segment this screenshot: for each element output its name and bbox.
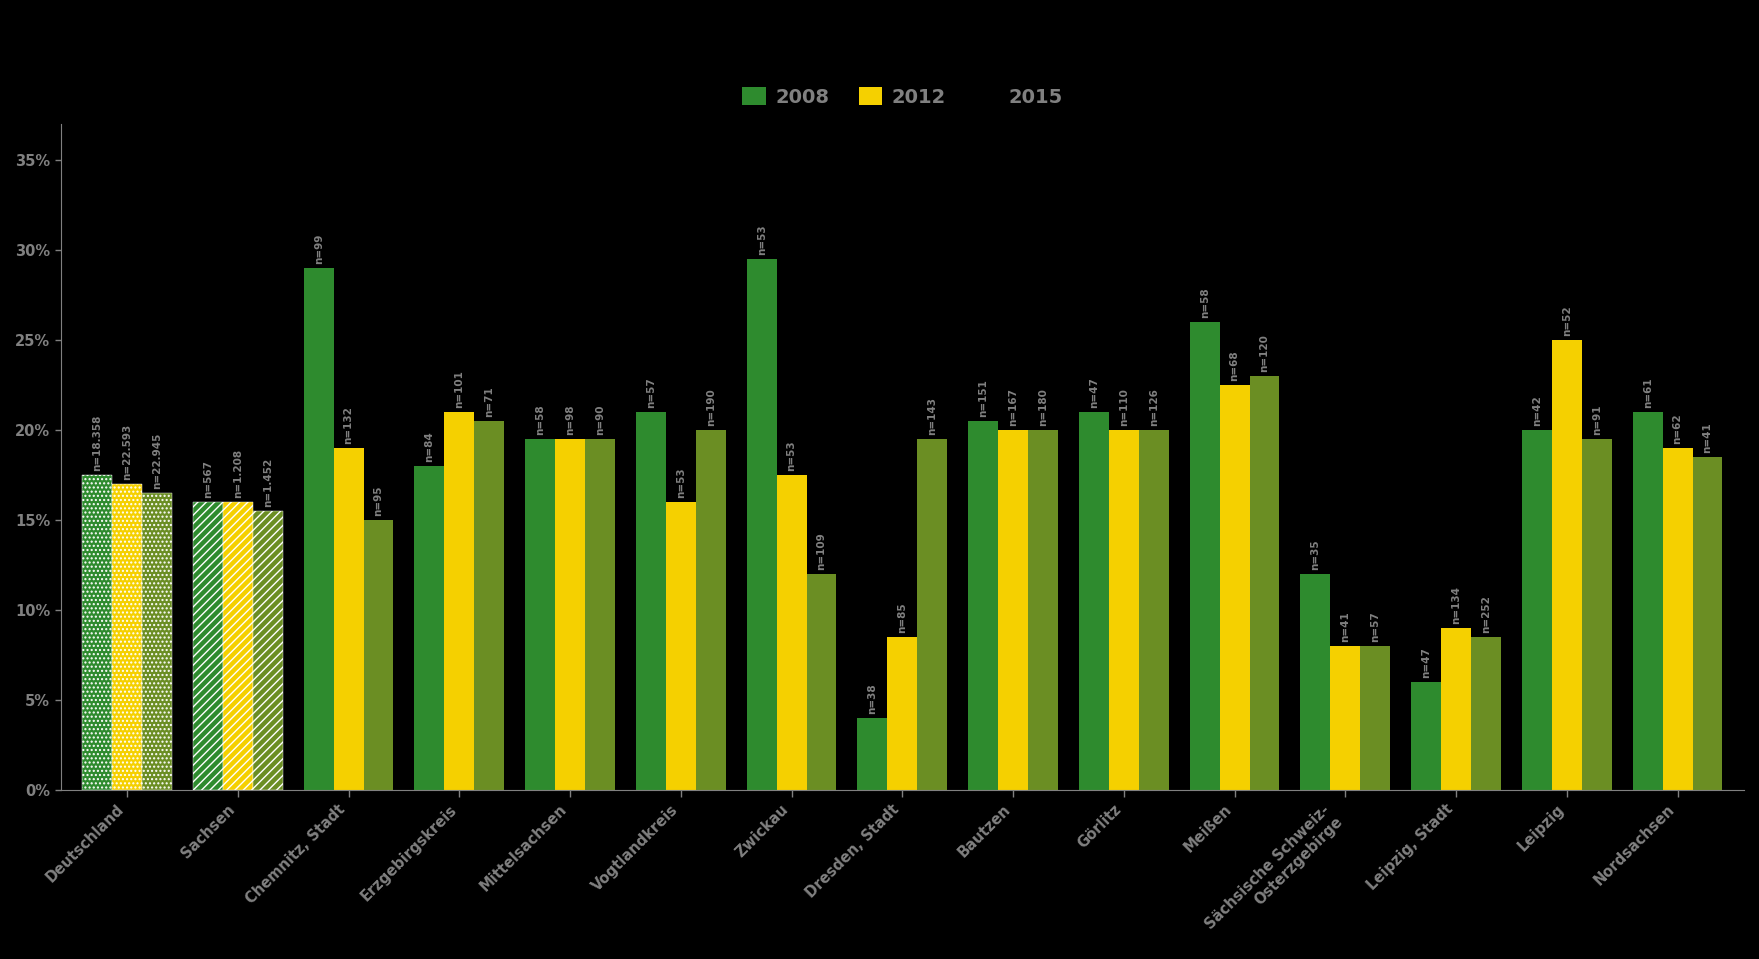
Text: n=167: n=167 [1008, 388, 1018, 427]
Text: n=18.358: n=18.358 [91, 415, 102, 472]
Text: n=53: n=53 [675, 468, 686, 499]
Text: n=126: n=126 [1149, 388, 1159, 427]
Bar [1078, 412, 1108, 790]
Text: n=41: n=41 [1340, 612, 1351, 643]
Text: n=95: n=95 [373, 486, 383, 516]
Bar [415, 466, 445, 790]
Text: n=567: n=567 [202, 460, 213, 499]
Text: n=61: n=61 [1643, 378, 1653, 409]
Bar [1108, 430, 1138, 790]
Bar [253, 511, 283, 790]
Bar [223, 502, 253, 790]
Bar [364, 520, 394, 790]
Text: n=101: n=101 [454, 370, 464, 409]
Text: n=57: n=57 [646, 378, 656, 409]
Text: n=1.208: n=1.208 [232, 449, 243, 499]
Text: n=47: n=47 [1421, 647, 1432, 678]
Bar [1551, 340, 1581, 790]
Bar [556, 439, 586, 790]
Text: n=190: n=190 [705, 388, 716, 427]
Text: n=99: n=99 [313, 234, 324, 265]
Bar [1300, 573, 1330, 790]
Bar [1360, 646, 1390, 790]
Bar [916, 439, 946, 790]
Text: n=58: n=58 [535, 405, 545, 435]
Bar [1027, 430, 1057, 790]
Bar [1411, 682, 1441, 790]
Bar [697, 430, 726, 790]
Bar [1581, 439, 1611, 790]
Bar [1189, 322, 1219, 790]
Text: n=98: n=98 [565, 405, 575, 435]
Bar [637, 412, 667, 790]
Text: n=85: n=85 [897, 602, 908, 633]
Text: n=134: n=134 [1451, 586, 1462, 624]
Bar [445, 412, 475, 790]
Text: n=53: n=53 [786, 441, 797, 472]
Text: n=38: n=38 [867, 684, 878, 714]
Bar [1692, 457, 1722, 790]
Text: n=35: n=35 [1310, 540, 1321, 571]
Text: n=132: n=132 [343, 407, 354, 444]
Bar [667, 502, 697, 790]
Bar [887, 637, 916, 790]
Bar [334, 448, 364, 790]
Text: n=62: n=62 [1673, 413, 1683, 444]
Text: n=252: n=252 [1481, 596, 1492, 633]
Bar [1138, 430, 1168, 790]
Text: n=71: n=71 [484, 386, 494, 417]
Text: n=91: n=91 [1592, 405, 1602, 435]
Bar [526, 439, 556, 790]
Text: n=22.593: n=22.593 [121, 424, 132, 480]
Bar [807, 573, 837, 790]
Bar [857, 718, 887, 790]
Text: n=1.452: n=1.452 [262, 458, 273, 507]
Bar [1632, 412, 1662, 790]
Bar [193, 502, 223, 790]
Bar [1441, 628, 1471, 790]
Text: n=53: n=53 [756, 224, 767, 255]
Bar [304, 269, 334, 790]
Text: n=52: n=52 [1562, 306, 1573, 337]
Text: n=68: n=68 [1230, 351, 1240, 382]
Text: n=109: n=109 [816, 532, 827, 571]
Text: n=57: n=57 [1370, 612, 1381, 643]
Text: n=42: n=42 [1532, 396, 1543, 427]
Bar [1330, 646, 1360, 790]
Bar [83, 475, 113, 790]
Bar [967, 421, 997, 790]
Text: n=22.945: n=22.945 [151, 433, 162, 489]
Bar [748, 259, 777, 790]
Bar [1522, 430, 1551, 790]
Bar [1662, 448, 1692, 790]
Text: n=58: n=58 [1200, 288, 1210, 318]
Bar [1471, 637, 1500, 790]
Text: n=110: n=110 [1119, 388, 1129, 427]
Text: n=143: n=143 [927, 397, 938, 435]
Text: n=41: n=41 [1703, 423, 1713, 454]
Text: n=47: n=47 [1089, 378, 1099, 409]
Bar [113, 484, 142, 790]
Text: n=180: n=180 [1038, 388, 1048, 427]
Text: n=84: n=84 [424, 432, 434, 462]
Bar [997, 430, 1027, 790]
Bar [1249, 376, 1279, 790]
Bar [1219, 385, 1249, 790]
Bar [142, 493, 172, 790]
Bar [475, 421, 505, 790]
Text: n=90: n=90 [595, 405, 605, 435]
Bar [586, 439, 616, 790]
Text: n=120: n=120 [1259, 335, 1270, 372]
Text: n=151: n=151 [978, 380, 989, 417]
Bar [777, 475, 807, 790]
Legend: 2008, 2012, 2015: 2008, 2012, 2015 [742, 87, 1062, 106]
